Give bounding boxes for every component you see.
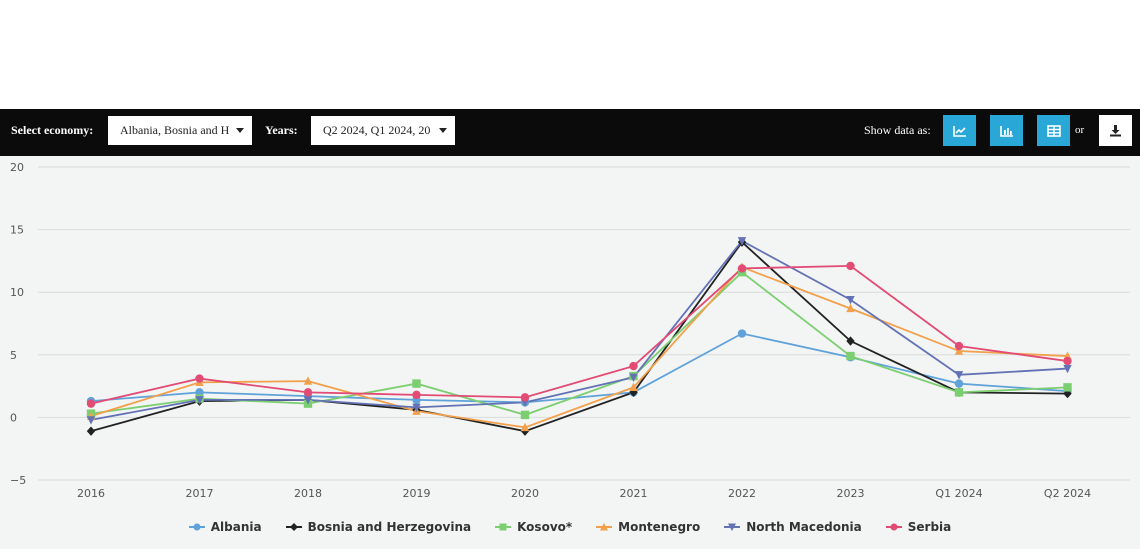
data-point-bosnia-and-herzegovina <box>846 336 855 346</box>
data-point-kosovo <box>520 410 530 420</box>
legend-marker-icon <box>596 523 613 531</box>
show-data-as-label: Show data as: <box>864 123 931 137</box>
data-point-serbia <box>195 374 204 383</box>
data-point-kosovo <box>954 388 964 397</box>
line-chart-button[interactable] <box>943 115 976 146</box>
chevron-down-icon <box>439 128 447 133</box>
data-point-north-macedonia <box>954 371 964 380</box>
chart-legend: Albania Bosnia and Herzegovina Kosovo* Mont… <box>0 512 1140 542</box>
download-icon <box>1110 125 1121 137</box>
y-tick-label: 0 <box>10 411 17 424</box>
table-icon <box>1046 124 1061 137</box>
legend-item[interactable]: Montenegro <box>596 520 700 534</box>
x-tick-label: Q2 2024 <box>1044 487 1091 500</box>
legend-label: Albania <box>210 520 262 534</box>
legend-label: Serbia <box>907 520 952 534</box>
y-tick-label: 20 <box>10 161 24 174</box>
data-point-bosnia-and-herzegovina <box>86 426 96 436</box>
x-tick-label: 2016 <box>77 487 105 500</box>
data-point-kosovo <box>412 379 421 388</box>
data-point-serbia <box>303 388 313 397</box>
chevron-down-icon <box>236 128 244 133</box>
legend-item[interactable]: Serbia <box>885 520 952 534</box>
legend-marker-icon <box>188 523 205 531</box>
data-point-montenegro <box>520 422 530 432</box>
bar-chart-icon <box>999 125 1013 137</box>
data-point-albania <box>737 329 747 338</box>
data-point-north-macedonia <box>629 373 638 383</box>
economy-dropdown[interactable]: Albania, Bosnia and H <box>108 116 252 145</box>
data-point-montenegro <box>629 382 638 392</box>
y-tick-label: 5 <box>10 349 17 362</box>
x-tick-label: 2021 <box>620 487 648 500</box>
data-point-north-macedonia <box>846 296 855 305</box>
series-line-albania <box>90 332 1068 404</box>
legend-marker-icon <box>495 523 512 531</box>
data-point-serbia <box>846 261 855 271</box>
legend-label: Bosnia and Herzegovina <box>307 520 472 534</box>
data-point-montenegro <box>954 346 964 355</box>
download-button[interactable] <box>1099 115 1132 146</box>
data-point-serbia <box>1063 356 1072 366</box>
series-line-serbia <box>90 265 1068 405</box>
data-point-montenegro <box>846 303 855 313</box>
data-point-north-macedonia <box>86 416 96 425</box>
data-point-kosovo <box>1063 383 1072 392</box>
data-point-north-macedonia <box>1063 364 1072 374</box>
x-tick-label: 2022 <box>728 487 756 500</box>
toolbar: Select economy: Albania, Bosnia and H Ye… <box>0 109 1140 156</box>
legend-item[interactable]: Bosnia and Herzegovina <box>285 520 472 534</box>
y-tick-label: 10 <box>10 286 24 299</box>
data-point-serbia <box>737 264 747 273</box>
x-tick-label: 2020 <box>511 487 539 500</box>
line-chart: −5 0 5 10 15 20 2016 2017 2018 2019 2020 2021 2022 20… <box>10 161 1130 500</box>
select-economy-label: Select economy: <box>11 123 94 137</box>
x-tick-label: 2019 <box>403 487 431 500</box>
legend-label: Kosovo* <box>517 520 573 534</box>
years-dropdown[interactable]: Q2 2024, Q1 2024, 20 <box>311 116 455 145</box>
x-tick-label: Q1 2024 <box>935 487 982 500</box>
legend-marker-icon <box>285 523 302 531</box>
data-point-serbia <box>629 361 638 371</box>
legend-marker-icon <box>885 523 902 531</box>
data-point-north-macedonia <box>412 403 421 413</box>
data-point-serbia <box>954 341 964 351</box>
chart-plot-area: −5 0 5 10 15 20 2016 2017 2018 2019 2020 2021 2022 20… <box>0 156 1140 549</box>
legend-marker-icon <box>724 523 741 531</box>
data-point-north-macedonia <box>195 396 204 405</box>
years-label: Years: <box>265 123 298 137</box>
x-tick-label: 2018 <box>294 487 322 500</box>
x-tick-label: 2017 <box>186 487 214 500</box>
or-label: or <box>1075 124 1085 136</box>
data-point-north-macedonia <box>737 237 747 246</box>
x-tick-label: 2023 <box>837 487 865 500</box>
data-point-kosovo <box>846 351 855 361</box>
data-point-serbia <box>520 393 530 402</box>
data-point-albania <box>954 379 964 388</box>
data-point-north-macedonia <box>303 396 313 405</box>
data-point-bosnia-and-herzegovina <box>1063 388 1072 399</box>
legend-label: North Macedonia <box>746 520 862 534</box>
table-button[interactable] <box>1037 115 1070 146</box>
legend-label: Montenegro <box>618 520 701 534</box>
series-line-montenegro <box>90 266 1068 429</box>
data-point-serbia <box>412 390 421 400</box>
line-chart-icon <box>952 125 966 137</box>
years-dropdown-value: Q2 2024, Q1 2024, 20 <box>323 123 431 137</box>
bar-chart-button[interactable] <box>990 115 1023 146</box>
legend-item[interactable]: Kosovo* <box>495 520 572 534</box>
y-tick-label: 15 <box>10 224 24 237</box>
economy-dropdown-value: Albania, Bosnia and H <box>120 123 230 137</box>
series-line-kosovo <box>90 270 1068 416</box>
data-point-montenegro <box>303 376 313 385</box>
y-tick-label: −5 <box>10 474 26 487</box>
data-point-serbia <box>86 399 96 408</box>
series-line-north-macedonia <box>90 239 1068 421</box>
legend-item[interactable]: North Macedonia <box>724 520 862 534</box>
legend-item[interactable]: Albania <box>188 520 262 534</box>
